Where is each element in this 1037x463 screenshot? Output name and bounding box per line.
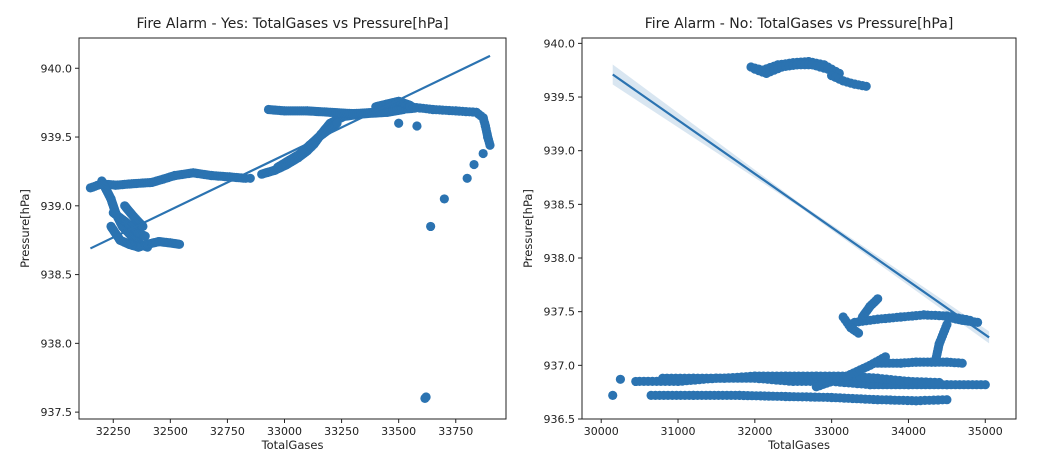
scatter-point — [174, 239, 185, 249]
x-tick-label: 30000 — [584, 425, 619, 438]
y-tick-label: 939.5 — [41, 131, 73, 144]
x-tick-label: 32000 — [737, 425, 772, 438]
x-tick-label: 32250 — [96, 425, 131, 438]
confidence-band — [612, 64, 990, 344]
chart-title: Fire Alarm - Yes: TotalGases vs Pressure… — [136, 16, 448, 32]
scatter-point — [980, 380, 990, 390]
scatter-point — [853, 328, 864, 338]
y-tick-label: 939.0 — [41, 200, 73, 213]
scatter-point — [957, 358, 967, 368]
y-tick-label: 939.5 — [544, 91, 576, 104]
scatter-point — [245, 173, 255, 183]
scatter-points — [85, 96, 495, 403]
y-tick-label: 937.5 — [544, 306, 576, 319]
x-tick-label: 32500 — [153, 425, 188, 438]
x-axis-label: TotalGases — [261, 438, 324, 452]
x-tick-label: 35000 — [968, 425, 1003, 438]
x-tick-label: 33250 — [324, 425, 359, 438]
scatter-point — [615, 374, 626, 384]
y-tick-label: 938.5 — [544, 198, 576, 211]
y-axis-label: Pressure[hPa] — [521, 189, 535, 268]
chart-1: 32250 32500 32750 33000 33250 33500 33750 937.5… — [18, 16, 507, 452]
scatter-point — [469, 159, 479, 170]
scatter-point — [394, 118, 404, 128]
regression-line — [612, 73, 990, 339]
chart-title: Fire Alarm - No: TotalGases vs Pressure[… — [645, 16, 954, 32]
plot-area — [608, 57, 990, 406]
x-tick-label: 32750 — [210, 425, 245, 438]
x-tick-label: 33500 — [381, 425, 416, 438]
scatter-point — [973, 317, 983, 327]
x-tick-label: 33750 — [438, 425, 473, 438]
scatter-point — [485, 140, 495, 150]
scatter-point — [942, 395, 952, 405]
y-tick-label: 938.0 — [544, 252, 576, 265]
y-tick-label: 939.0 — [544, 145, 576, 158]
scatter-point — [934, 377, 944, 388]
x-tick-label: 33000 — [814, 425, 849, 438]
scatter-point — [942, 320, 952, 330]
scatter-point — [332, 118, 342, 128]
scatter-point — [631, 376, 641, 387]
plot-area — [85, 54, 495, 403]
y-tick-label: 936.5 — [544, 413, 576, 426]
y-tick-label: 938.5 — [41, 269, 73, 282]
plot-frame — [78, 37, 507, 420]
scatter-point — [478, 148, 488, 159]
regression-line — [89, 54, 491, 250]
y-tick-label: 938.0 — [41, 337, 73, 350]
scatter-point — [873, 294, 883, 304]
scatter-point — [426, 221, 436, 232]
scatter-point — [420, 393, 430, 403]
chart-2: 30000 31000 32000 33000 34000 35000 936.5 937.0… — [521, 16, 1017, 452]
y-tick-label: 937.5 — [41, 406, 73, 419]
scatter-point — [140, 231, 150, 241]
y-tick-label: 940.0 — [41, 62, 73, 75]
scatter-point — [462, 173, 472, 183]
x-axis-label: TotalGases — [767, 438, 830, 452]
scatter-point — [861, 81, 871, 91]
scatter-point — [439, 194, 449, 204]
x-tick-label: 33000 — [267, 425, 302, 438]
scatter-point — [608, 390, 618, 400]
x-tick-label: 34000 — [891, 425, 926, 438]
scatter-points — [608, 57, 990, 406]
plot-frame — [581, 37, 1017, 420]
x-tick-label: 31000 — [661, 425, 696, 438]
scatter-point — [412, 121, 422, 131]
y-tick-label: 937.0 — [544, 359, 576, 372]
y-axis-label: Pressure[hPa] — [18, 189, 32, 268]
y-tick-label: 940.0 — [544, 37, 576, 50]
